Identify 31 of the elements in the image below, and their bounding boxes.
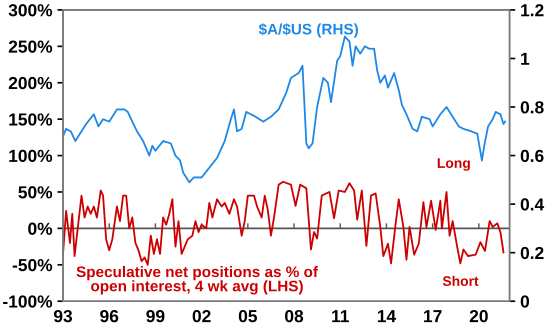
x-tick-label: 93 xyxy=(54,310,72,322)
y2-tick-label: 0.4 xyxy=(520,198,544,211)
y-tick-label: 250% xyxy=(8,40,52,53)
y-tick-label: -100% xyxy=(3,295,52,308)
annotation: Short xyxy=(442,276,478,286)
x-tick-label: 14 xyxy=(378,310,396,322)
y-tick-label: -50% xyxy=(12,258,52,272)
y2-tick-label: 0.6 xyxy=(520,150,544,162)
y2-tick-label: 0.2 xyxy=(520,246,544,260)
x-tick-label: 99 xyxy=(146,310,164,322)
y-tick-label: 100% xyxy=(9,150,52,162)
x-tick-label: 05 xyxy=(238,310,257,322)
y-tick-label: 50% xyxy=(18,186,52,198)
x-tick-label: 11 xyxy=(332,310,349,322)
x-tick-label: 96 xyxy=(100,310,118,322)
x-tick-label: 20 xyxy=(470,310,488,322)
y-tick-label: 200% xyxy=(8,76,52,90)
y-tick-label: 150% xyxy=(9,113,52,126)
y-tick-label: 0% xyxy=(28,222,52,235)
series-label: Speculative net positions as % of open interest, 4 wk avg (LHS) xyxy=(76,266,318,295)
series-label: $A/$US (RHS) xyxy=(258,23,358,38)
y2-tick-label: 1 xyxy=(521,52,530,65)
line-series xyxy=(63,180,504,266)
x-tick-label: 17 xyxy=(424,310,442,322)
y2-tick-label: 1.2 xyxy=(521,4,544,16)
annotation: Long xyxy=(438,158,470,171)
y2-tick-label: 0 xyxy=(520,295,529,308)
y-tick-label: 300% xyxy=(8,4,52,16)
x-tick-label: 02 xyxy=(192,310,211,322)
y2-tick-label: 0.8 xyxy=(520,101,544,114)
x-tick-label: 08 xyxy=(285,310,304,322)
